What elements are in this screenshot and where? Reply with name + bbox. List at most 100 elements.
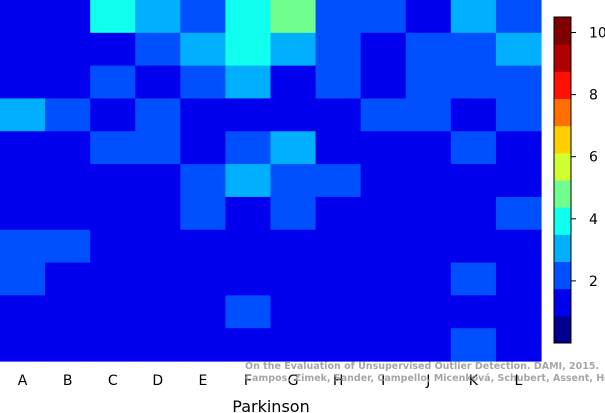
heatmap-cell-r9-G [270,295,317,329]
heatmap-cell-r6-E [180,196,227,231]
heatmap-cell-r3-L [495,98,542,132]
heatmap-cell-r9-J [405,295,452,329]
x-tick-K: K [469,373,479,389]
heatmap-cell-r10-E [180,328,227,362]
heatmap-cell-r1-L [495,32,542,67]
colorbar-segment-11 [554,17,571,45]
heatmap-cell-r1-C [90,32,136,67]
heatmap-cell-r5-E [180,164,227,198]
heatmap-cell-r9-D [135,295,181,329]
heatmap-cell-r7-C [90,229,136,264]
heatmap-cell-r1-A [0,32,46,67]
heatmap-cell-r6-H [315,196,362,231]
heatmap-cell-r0-D [135,0,181,34]
heatmap-cell-r6-B [45,196,91,231]
heatmap-cell-r9-I [360,295,407,329]
heatmap-cell-r2-H [315,65,362,100]
citation-annotation: On the Evaluation of Unsupervised Outlie… [245,361,605,385]
heatmap-cell-r2-D [135,65,181,100]
heatmap-cell-r10-L [495,328,542,362]
colorbar-tick-2: 2 [589,274,598,290]
heatmap-cell-r7-F [225,229,272,264]
heatmap-cell-r9-B [45,295,91,329]
heatmap-cell-r2-I [360,65,407,100]
x-tick-F: F [244,373,252,389]
heatmap-cell-r6-F [225,196,272,231]
heatmap-cell-r1-D [135,32,181,67]
colorbar-tick-10: 10 [589,26,605,42]
heatmap-cell-r4-B [45,131,91,165]
colorbar-frame [553,16,572,344]
heatmap-cell-r10-J [405,328,452,362]
heatmap-cells [0,0,542,362]
heatmap-cell-r2-L [495,65,542,100]
x-tick-J: J [425,373,430,389]
heatmap-cell-r1-H [315,32,362,67]
heatmap-cell-r0-G [270,0,317,34]
heatmap-cell-r4-K [450,131,497,165]
heatmap-cell-r8-A [0,262,46,296]
heatmap-cell-r7-J [405,229,452,264]
colorbar-segment-5 [554,180,571,208]
heatmap-cell-r5-F [225,164,272,198]
heatmap-cell-r10-F [225,328,272,362]
heatmap-cell-r5-A [0,164,46,198]
heatmap-cell-r0-C [90,0,136,34]
heatmap-cell-r10-I [360,328,407,362]
heatmap-cell-r10-C [90,328,136,362]
x-tick-B: B [63,373,73,389]
heatmap-cell-r6-I [360,196,407,231]
heatmap-cell-r0-K [450,0,497,34]
heatmap-cell-r9-H [315,295,362,329]
heatmap-cell-r1-J [405,32,452,67]
heatmap-cell-r3-D [135,98,181,132]
colorbar-tick-6: 6 [589,150,598,166]
heatmap-cell-r1-F [225,32,272,67]
heatmap-cell-r10-H [315,328,362,362]
heatmap-cell-r3-E [180,98,227,132]
heatmap-cell-r1-I [360,32,407,67]
heatmap-cell-r7-L [495,229,542,264]
heatmap-cell-r3-K [450,98,497,132]
heatmap-cell-r9-F [225,295,272,329]
heatmap-cell-r0-J [405,0,452,34]
heatmap-cell-r4-D [135,131,181,165]
heatmap-cell-r10-D [135,328,181,362]
heatmap-cell-r0-A [0,0,46,34]
colorbar-segment-4 [554,207,571,235]
heatmap-cell-r1-G [270,32,317,67]
heatmap-cell-r8-G [270,262,317,296]
heatmap-cell-r5-C [90,164,136,198]
heatmap-cell-r5-I [360,164,407,198]
heatmap-cell-r2-K [450,65,497,100]
x-tick-G: G [288,373,299,389]
heatmap-cell-r4-I [360,131,407,165]
heatmap-cell-r8-J [405,262,452,296]
heatmap-cell-r7-A [0,229,46,264]
heatmap-cell-r2-B [45,65,91,100]
heatmap-cell-r10-A [0,328,46,362]
heatmap-cell-r5-H [315,164,362,198]
colorbar-segment-10 [554,44,571,72]
x-tick-labels: A B C D E F G H I J K L [18,373,523,389]
heatmap-cell-r3-I [360,98,407,132]
heatmap-cell-r6-A [0,196,46,231]
heatmap-cell-r5-K [450,164,497,198]
citation-line-2: Campos, Zimek, Sander, Campello, Micenko… [245,373,605,384]
heatmap-cell-r0-B [45,0,91,34]
heatmap-cell-r7-D [135,229,181,264]
heatmap-cell-r4-J [405,131,452,165]
heatmap-cell-r5-G [270,164,317,198]
heatmap-cell-r4-F [225,131,272,165]
x-tick-D: D [152,373,163,389]
x-axis-label: Parkinson [232,397,309,413]
heatmap-cell-r10-G [270,328,317,362]
colorbar [553,16,572,344]
heatmap-cell-r7-K [450,229,497,264]
heatmap-cell-r1-B [45,32,91,67]
heatmap-cell-r6-C [90,196,136,231]
colorbar-segment-2 [554,261,571,290]
heatmap-cell-r7-B [45,229,91,264]
heatmap-cell-r7-H [315,229,362,264]
